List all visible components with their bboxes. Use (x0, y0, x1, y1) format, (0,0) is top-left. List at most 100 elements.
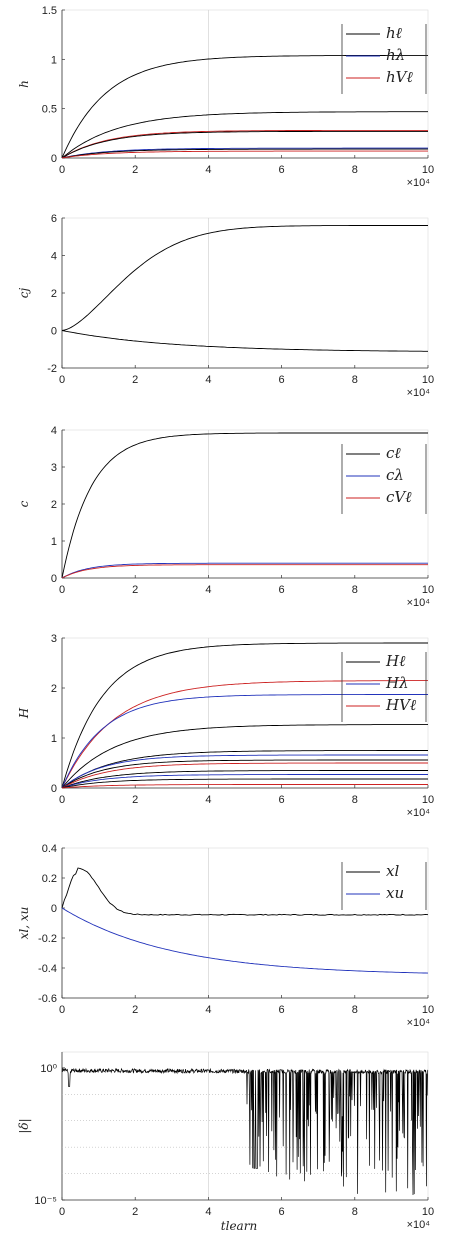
y-axis-label: H (17, 707, 31, 719)
y-tick-label: 6 (51, 213, 57, 225)
x-exponent-label: ×10⁴ (407, 597, 431, 609)
x-tick-label: 8 (352, 794, 358, 806)
y-tick-label: 0.4 (42, 843, 57, 855)
x-exponent-label: ×10⁴ (407, 387, 431, 399)
y-tick-label: -0.4 (38, 963, 57, 975)
panel-5: 0 2 4 6 8 10×10⁴ -0.6 -0.4 -0.2 0 0.2 0.4 xl, xu xl xu (17, 843, 434, 1029)
y-axis-label: h (17, 80, 31, 88)
y-axis-label: xl, xu (17, 907, 31, 940)
y-tick-label: 0 (51, 153, 57, 165)
series-line-2 (61, 330, 428, 352)
series-line-7 (61, 150, 428, 159)
series-line-9 (61, 770, 428, 789)
y-tick-label: 3 (51, 462, 57, 474)
legend: xl xu (341, 862, 427, 910)
series-line-10 (61, 774, 428, 789)
x-tick-label: 10 (422, 1206, 434, 1218)
y-tick-label: 1 (51, 54, 57, 66)
x-tick-label: 0 (59, 1004, 65, 1016)
y-tick-label: 0 (51, 573, 57, 585)
plot-area (61, 847, 429, 999)
legend-label: cVℓ (386, 488, 411, 506)
legend-label: Hℓ (385, 652, 405, 670)
x-tick-label: 2 (132, 1206, 138, 1218)
y-tick-label: 1.5 (42, 5, 57, 17)
y-tick-label: 2 (51, 288, 57, 300)
x-tick-label: 0 (59, 794, 65, 806)
x-tick-label: 4 (205, 374, 211, 386)
x-tick-label: 2 (132, 584, 138, 596)
series-line-3 (61, 694, 428, 789)
y-tick-label: 2 (51, 499, 57, 511)
y-tick-label: 0.2 (42, 873, 57, 885)
y-tick-label: 1 (51, 536, 57, 548)
x-tick-label: 4 (205, 1004, 211, 1016)
legend-label: hVℓ (386, 68, 413, 86)
series-line-1 (61, 1067, 429, 1196)
legend-label: xl (386, 862, 399, 880)
x-tick-label: 10 (422, 1004, 434, 1016)
legend-label: hℓ (386, 24, 402, 42)
series-line-1 (61, 432, 428, 579)
series-line-4 (61, 130, 428, 159)
series-line-1 (61, 867, 429, 916)
x-tick-label: 10 (422, 164, 434, 176)
x-tick-label: 4 (205, 584, 211, 596)
x-tick-label: 0 (59, 1206, 65, 1218)
x-tick-label: 10 (422, 374, 434, 386)
y-tick-label: 3 (51, 633, 57, 645)
series-line-2 (61, 907, 429, 974)
series-line-2 (61, 562, 428, 579)
plot-area (61, 217, 429, 369)
x-exponent-label: ×10⁴ (407, 807, 431, 819)
x-tick-label: 8 (352, 164, 358, 176)
y-tick-label: 10⁰ (40, 1063, 57, 1075)
y-tick-label: 4 (51, 251, 57, 263)
x-tick-label: 8 (352, 1004, 358, 1016)
legend: hℓ hλ hVℓ (341, 24, 427, 94)
x-exponent-label: ×10⁴ (407, 1017, 431, 1029)
y-tick-label: 0 (51, 903, 57, 915)
legend-label: cℓ (386, 444, 401, 462)
series-line-2 (61, 680, 428, 789)
series-line-4 (61, 724, 428, 789)
x-tick-label: 2 (132, 794, 138, 806)
x-exponent-label: ×10⁴ (407, 1219, 431, 1231)
series-line-1 (61, 54, 428, 159)
y-tick-label: -0.6 (38, 993, 57, 1005)
x-tick-label: 0 (59, 164, 65, 176)
x-axis-label: tlearn (221, 1219, 257, 1233)
x-tick-label: 8 (352, 584, 358, 596)
x-tick-label: 0 (59, 374, 65, 386)
y-tick-label: -0.2 (38, 933, 57, 945)
y-tick-label: -2 (47, 363, 57, 375)
y-tick-label: 1 (51, 733, 57, 745)
legend-label: xu (386, 884, 404, 902)
y-tick-label: 0.5 (42, 104, 57, 116)
x-tick-label: 6 (279, 584, 285, 596)
x-tick-label: 2 (132, 374, 138, 386)
x-tick-label: 10 (422, 584, 434, 596)
series-line-5 (61, 750, 428, 789)
legend-label: Hλ (385, 674, 409, 692)
series-line-6 (61, 148, 428, 159)
series-line-12 (61, 784, 428, 789)
panel-1: 0 2 4 6 8 10×10⁴ 0 0.5 1 1.5 h hℓ hλ hVℓ (17, 5, 434, 189)
y-axis-label: cj (17, 288, 31, 299)
legend: cℓ cλ cVℓ (341, 444, 427, 514)
series-line-2 (61, 111, 428, 159)
x-tick-label: 2 (132, 1004, 138, 1016)
legend-label: cλ (386, 466, 404, 484)
x-tick-label: 6 (279, 1206, 285, 1218)
x-tick-label: 4 (205, 164, 211, 176)
y-tick-label: 10⁻⁵ (34, 1195, 57, 1207)
series-line-5 (61, 147, 428, 159)
y-tick-label: 0 (51, 326, 57, 338)
series-line-3 (61, 129, 428, 159)
panel-6: 0 2 4 6 8 10×10⁴ 10⁰ 10⁻⁵ |δ| tlearn (17, 1051, 434, 1233)
panel-3: 0 2 4 6 8 10×10⁴ 0 1 2 3 4 c cℓ cλ cVℓ (17, 425, 434, 609)
series-line-11 (61, 778, 428, 789)
y-tick-label: 2 (51, 683, 57, 695)
